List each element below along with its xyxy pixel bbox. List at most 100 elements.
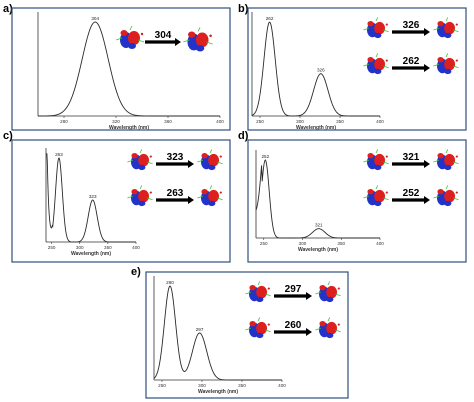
orbital-to-0-lobe-red-2 xyxy=(201,153,208,159)
orbital-from-0-lobe-red xyxy=(138,153,150,167)
transition-1-arrow xyxy=(274,328,312,336)
orbital-from-0-lobe-red-2 xyxy=(367,153,374,159)
peak-label: 260 xyxy=(166,280,174,285)
peak-label: 304 xyxy=(91,16,99,21)
panel-label-d: d) xyxy=(238,130,249,142)
x-tick-label: 400 xyxy=(216,119,224,124)
orbital-from-1-lobe-red xyxy=(256,321,267,335)
orbital-from-1-lobe-red-2 xyxy=(367,57,374,63)
orbital-to-1-lobe-red xyxy=(208,189,220,203)
orbital-from-1-atom xyxy=(267,323,270,326)
x-tick-label: 300 xyxy=(198,383,206,388)
transition-0-arrow xyxy=(156,160,194,168)
orbital-to-0-lobe-red xyxy=(444,21,455,35)
transition-0-label: 321 xyxy=(403,152,420,163)
orbital-to-lobe-blue-2 xyxy=(195,45,205,52)
transition-0-label: 304 xyxy=(155,30,172,41)
peak-label: 323 xyxy=(89,194,97,199)
spectrum-line xyxy=(38,21,220,117)
orbital-to-0 xyxy=(315,281,341,303)
orbital-to-0-atom xyxy=(219,155,222,158)
orbital-from-0-lobe-blue-2 xyxy=(374,32,382,39)
x-axis-label: Wavelength (nm) xyxy=(198,389,238,395)
orbital-to-0 xyxy=(197,149,223,171)
transition-1-arrow xyxy=(156,196,194,204)
orbital-from-1-lobe-blue-2 xyxy=(374,68,382,75)
peak-label: 326 xyxy=(317,68,325,73)
orbital-to-1-lobe-blue-2 xyxy=(444,68,452,75)
peak-label: 263 xyxy=(55,152,63,157)
orbital-from-1-lobe-red-2 xyxy=(249,321,256,327)
transition-0-arrow xyxy=(392,28,430,36)
spectrum-line xyxy=(251,21,380,117)
orbital-from xyxy=(115,25,145,49)
transition-1-label: 252 xyxy=(403,188,420,199)
x-axis-label: Wavelength (nm) xyxy=(109,125,149,131)
transition-1-arrow xyxy=(392,64,430,72)
orbital-to-0 xyxy=(433,17,459,39)
orbital-to-1-bonds xyxy=(433,53,459,69)
orbital-to-1-bonds xyxy=(433,185,459,201)
orbital-from-0-lobe-blue-2 xyxy=(138,164,146,171)
spectrum-line xyxy=(255,159,380,239)
x-tick-label: 280 xyxy=(60,119,68,124)
orbital-from-0-bonds xyxy=(363,149,389,165)
transition-0-label: 323 xyxy=(167,152,184,163)
orbital-to-1 xyxy=(315,317,341,339)
orbital-to-0 xyxy=(433,149,459,171)
x-tick-label: 320 xyxy=(112,119,120,124)
orbital-from-0-bonds xyxy=(363,17,389,33)
orbital-from-1-lobe-red-2 xyxy=(131,189,138,195)
orbital-to-1 xyxy=(197,185,223,207)
orbital-from-1 xyxy=(363,53,389,75)
x-axis-label: Wavelength (nm) xyxy=(296,125,336,131)
orbital-from-1 xyxy=(127,185,153,207)
orbital-from-1-atom xyxy=(385,59,388,62)
orbital-to-0-lobe-red xyxy=(444,153,455,167)
x-tick-label: 300 xyxy=(296,119,304,124)
orbital-to-0-lobe-red-2 xyxy=(437,153,444,159)
x-tick-label: 250 xyxy=(256,119,264,124)
x-tick-label: 400 xyxy=(376,241,384,246)
orbital-to-1-lobe-red-2 xyxy=(437,57,444,63)
x-tick-label: 350 xyxy=(337,241,345,246)
orbital-from-1-lobe-red xyxy=(374,57,385,71)
panel-d: 250 300 350 400 Wavelength (nm) 252 321 321 252 xyxy=(247,139,467,263)
panel-frame xyxy=(145,271,349,399)
orbital-to-0-lobe-red xyxy=(208,153,220,167)
orbital-to-1-lobe-red-2 xyxy=(437,189,444,195)
transition-0-arrow xyxy=(274,292,312,300)
panel-frame xyxy=(247,139,467,263)
x-tick-label: 360 xyxy=(164,119,172,124)
peak-label: 252 xyxy=(261,154,269,159)
orbital-from-lobe-red xyxy=(128,31,140,45)
orbital-to-1-atom xyxy=(337,323,340,326)
orbital-to-lobe-red xyxy=(195,32,209,48)
orbital-to-0-lobe-red xyxy=(326,285,337,299)
orbital-from-0-atom xyxy=(385,23,388,26)
orbital-to-1 xyxy=(433,185,459,207)
orbital-from-1-lobe-blue-2 xyxy=(138,200,146,207)
x-axis-label: Wavelength (nm) xyxy=(71,251,111,257)
orbital-to-1-bonds xyxy=(315,317,341,333)
orbital-from-1-lobe-blue-2 xyxy=(256,332,264,339)
spectrum-line xyxy=(46,153,136,243)
x-tick-label: 250 xyxy=(48,245,56,250)
x-tick-label: 350 xyxy=(336,119,344,124)
orbital-to-0-bonds xyxy=(433,17,459,33)
orbital-to-atom xyxy=(209,34,212,37)
orbital-from-0-lobe-red-2 xyxy=(249,285,256,291)
orbital-to-1-lobe-red-2 xyxy=(201,189,208,195)
panel-e: 250 300 350 400 Wavelength (nm) 260 297 297 260 xyxy=(145,271,349,399)
panel-label-a: a) xyxy=(3,3,13,15)
orbital-from-0-atom xyxy=(385,155,388,158)
orbital-to-0-lobe-blue-2 xyxy=(208,164,216,171)
orbital-to-1-lobe-red xyxy=(444,57,455,71)
panel-label-e: e) xyxy=(131,266,141,278)
orbital-from-0-lobe-red-2 xyxy=(367,21,374,27)
orbital-from-0-bonds xyxy=(245,281,271,297)
panel-a: 280 320 360 400 Wavelength (nm) 304 304 xyxy=(11,7,231,131)
orbital-to-1-lobe-blue-2 xyxy=(326,332,334,339)
orbital-from-1-bonds xyxy=(363,53,389,69)
